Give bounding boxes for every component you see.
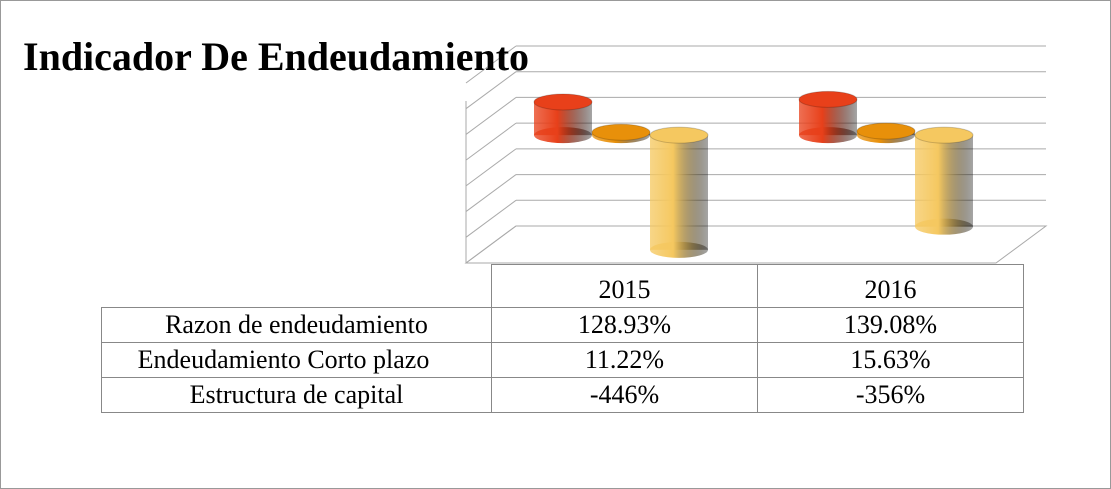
value-label: 11.22% xyxy=(491,342,758,378)
value-label: -356% xyxy=(757,377,1024,413)
table-row: Endeudamiento Corto plazo 11.22% 15.63% xyxy=(101,342,1024,378)
legend-label: Endeudamiento Corto plazo xyxy=(137,345,430,374)
value-label: 139.08% xyxy=(757,307,1024,343)
bar-top xyxy=(914,126,974,144)
category-label: 2016 xyxy=(757,264,1024,308)
header-row: 2015 2016 xyxy=(101,264,1024,308)
legend-cell: Estructura de capital xyxy=(101,377,492,413)
grid-line xyxy=(465,122,517,161)
chart-title: Indicador De Endeudamiento xyxy=(23,34,530,79)
grid-line xyxy=(465,45,517,84)
value-label: -446% xyxy=(491,377,758,413)
bar xyxy=(650,135,708,250)
grid-line xyxy=(465,199,517,238)
legend-label: Estructura de capital xyxy=(189,380,404,409)
value-label: 128.93% xyxy=(491,307,758,343)
bar-end xyxy=(534,127,592,144)
grid-line xyxy=(465,148,517,187)
legend-cell: Razon de endeudamiento xyxy=(101,307,492,343)
bar-end xyxy=(799,127,857,144)
bar-top xyxy=(533,93,593,111)
bar-end xyxy=(915,218,973,235)
grid-line xyxy=(465,71,517,110)
bar-top xyxy=(856,122,916,140)
grid-line xyxy=(465,225,517,264)
category-label: 2015 xyxy=(491,264,758,308)
table-row: Estructura de capital -446% -356% xyxy=(101,377,1024,413)
data-table: 2015 2016 Razon de endeudamiento 128.93% 139… xyxy=(101,264,1024,413)
grid-line xyxy=(465,97,517,135)
bar-top xyxy=(649,126,709,144)
grid-line xyxy=(465,174,517,212)
bar xyxy=(915,135,973,227)
bar-top xyxy=(591,123,651,141)
legend-label: Razon de endeudamiento xyxy=(165,310,428,339)
bar-top xyxy=(798,90,858,108)
value-label: 15.63% xyxy=(757,342,1024,378)
legend-cell: Endeudamiento Corto plazo xyxy=(101,342,492,378)
table-row: Razon de endeudamiento 128.93% 139.08% xyxy=(101,307,1024,343)
bar-end xyxy=(650,241,708,258)
blank-cell xyxy=(101,264,492,308)
